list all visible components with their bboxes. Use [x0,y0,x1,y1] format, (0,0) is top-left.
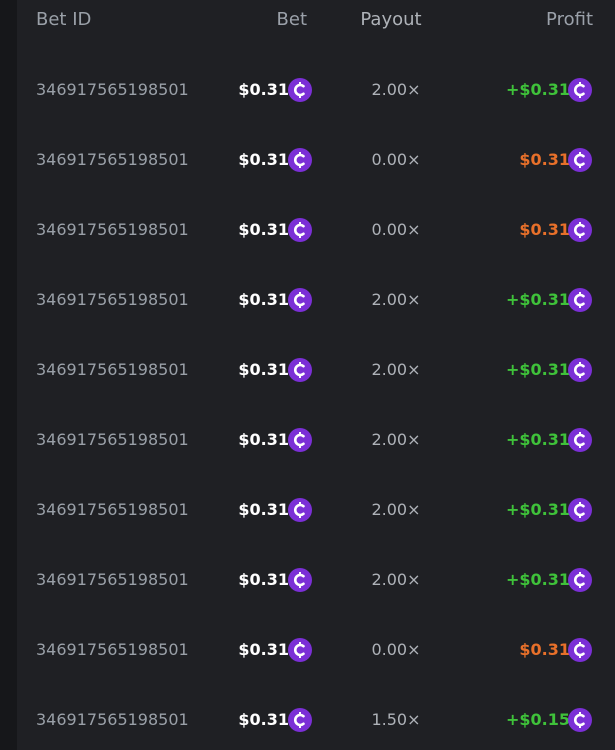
bet-row: 346917565198501 $0.31 0.00× $0.31 [17,630,615,670]
profit: +$0.31 [505,430,570,449]
column-header: Profit [546,9,593,30]
bet-amount: $0.31 [238,640,289,659]
header-row: Bet ID Bet Payout Profit [17,0,615,40]
payout: 0.00× [371,150,421,169]
profit: $0.31 [519,220,570,239]
coin-icon [288,708,312,732]
coin-icon [288,498,312,522]
profit: $0.31 [519,640,570,659]
bet-id: 346917565198501 [36,290,189,309]
bet-amount: $0.31 [238,710,289,729]
profit: +$0.15 [505,710,570,729]
bet-amount: $0.31 [238,500,289,519]
coin-icon [568,708,592,732]
payout: 2.00× [371,290,421,309]
coin-icon [288,428,312,452]
coin-icon [288,358,312,382]
bet-row: 346917565198501 $0.31 0.00× $0.31 [17,140,615,180]
profit: +$0.31 [505,360,570,379]
coin-icon [288,288,312,312]
bet-row: 346917565198501 $0.31 1.50× +$0.15 [17,700,615,740]
coin-icon [568,218,592,242]
bet-row: 346917565198501 $0.31 2.00× +$0.31 [17,420,615,460]
profit: +$0.31 [505,500,570,519]
bet-row: 346917565198501 $0.31 2.00× +$0.31 [17,350,615,390]
bet-id: 346917565198501 [36,360,189,379]
coin-icon [288,218,312,242]
coin-icon [568,358,592,382]
bets-table: Bet ID Bet Payout Profit 346917565198501 $0.3… [17,0,615,750]
bet-amount: $0.31 [238,430,289,449]
bet-id: 346917565198501 [36,570,189,589]
bet-amount: $0.31 [238,80,289,99]
bet-amount: $0.31 [238,290,289,309]
payout: 2.00× [371,500,421,519]
coin-icon [568,288,592,312]
column-header: Bet [276,9,307,30]
column-header: Payout [360,9,422,30]
bet-id: 346917565198501 [36,500,189,519]
coin-icon [568,638,592,662]
payout: 2.00× [371,570,421,589]
payout: 1.50× [371,710,421,729]
coin-icon [568,498,592,522]
bet-row: 346917565198501 $0.31 2.00× +$0.31 [17,490,615,530]
coin-icon [288,78,312,102]
bet-id: 346917565198501 [36,640,189,659]
profit: +$0.31 [505,80,570,99]
coin-icon [288,638,312,662]
bet-row: 346917565198501 $0.31 2.00× +$0.31 [17,560,615,600]
bet-amount: $0.31 [238,360,289,379]
bet-id: 346917565198501 [36,150,189,169]
bet-row: 346917565198501 $0.31 2.00× +$0.31 [17,70,615,110]
bet-id: 346917565198501 [36,80,189,99]
bet-amount: $0.31 [238,570,289,589]
bet-id: 346917565198501 [36,710,189,729]
coin-icon [568,568,592,592]
coin-icon [288,568,312,592]
column-header: Bet ID [36,9,92,30]
payout: 2.00× [371,80,421,99]
bet-row: 346917565198501 $0.31 0.00× $0.31 [17,210,615,250]
payout: 0.00× [371,220,421,239]
profit: +$0.31 [505,570,570,589]
profit: +$0.31 [505,290,570,309]
payout: 0.00× [371,640,421,659]
coin-icon [568,78,592,102]
bet-amount: $0.31 [238,220,289,239]
bet-row: 346917565198501 $0.31 2.00× +$0.31 [17,280,615,320]
bet-id: 346917565198501 [36,430,189,449]
bet-id: 346917565198501 [36,220,189,239]
payout: 2.00× [371,360,421,379]
bet-amount: $0.31 [238,150,289,169]
coin-icon [568,428,592,452]
coin-icon [288,148,312,172]
payout: 2.00× [371,430,421,449]
coin-icon [568,148,592,172]
profit: $0.31 [519,150,570,169]
